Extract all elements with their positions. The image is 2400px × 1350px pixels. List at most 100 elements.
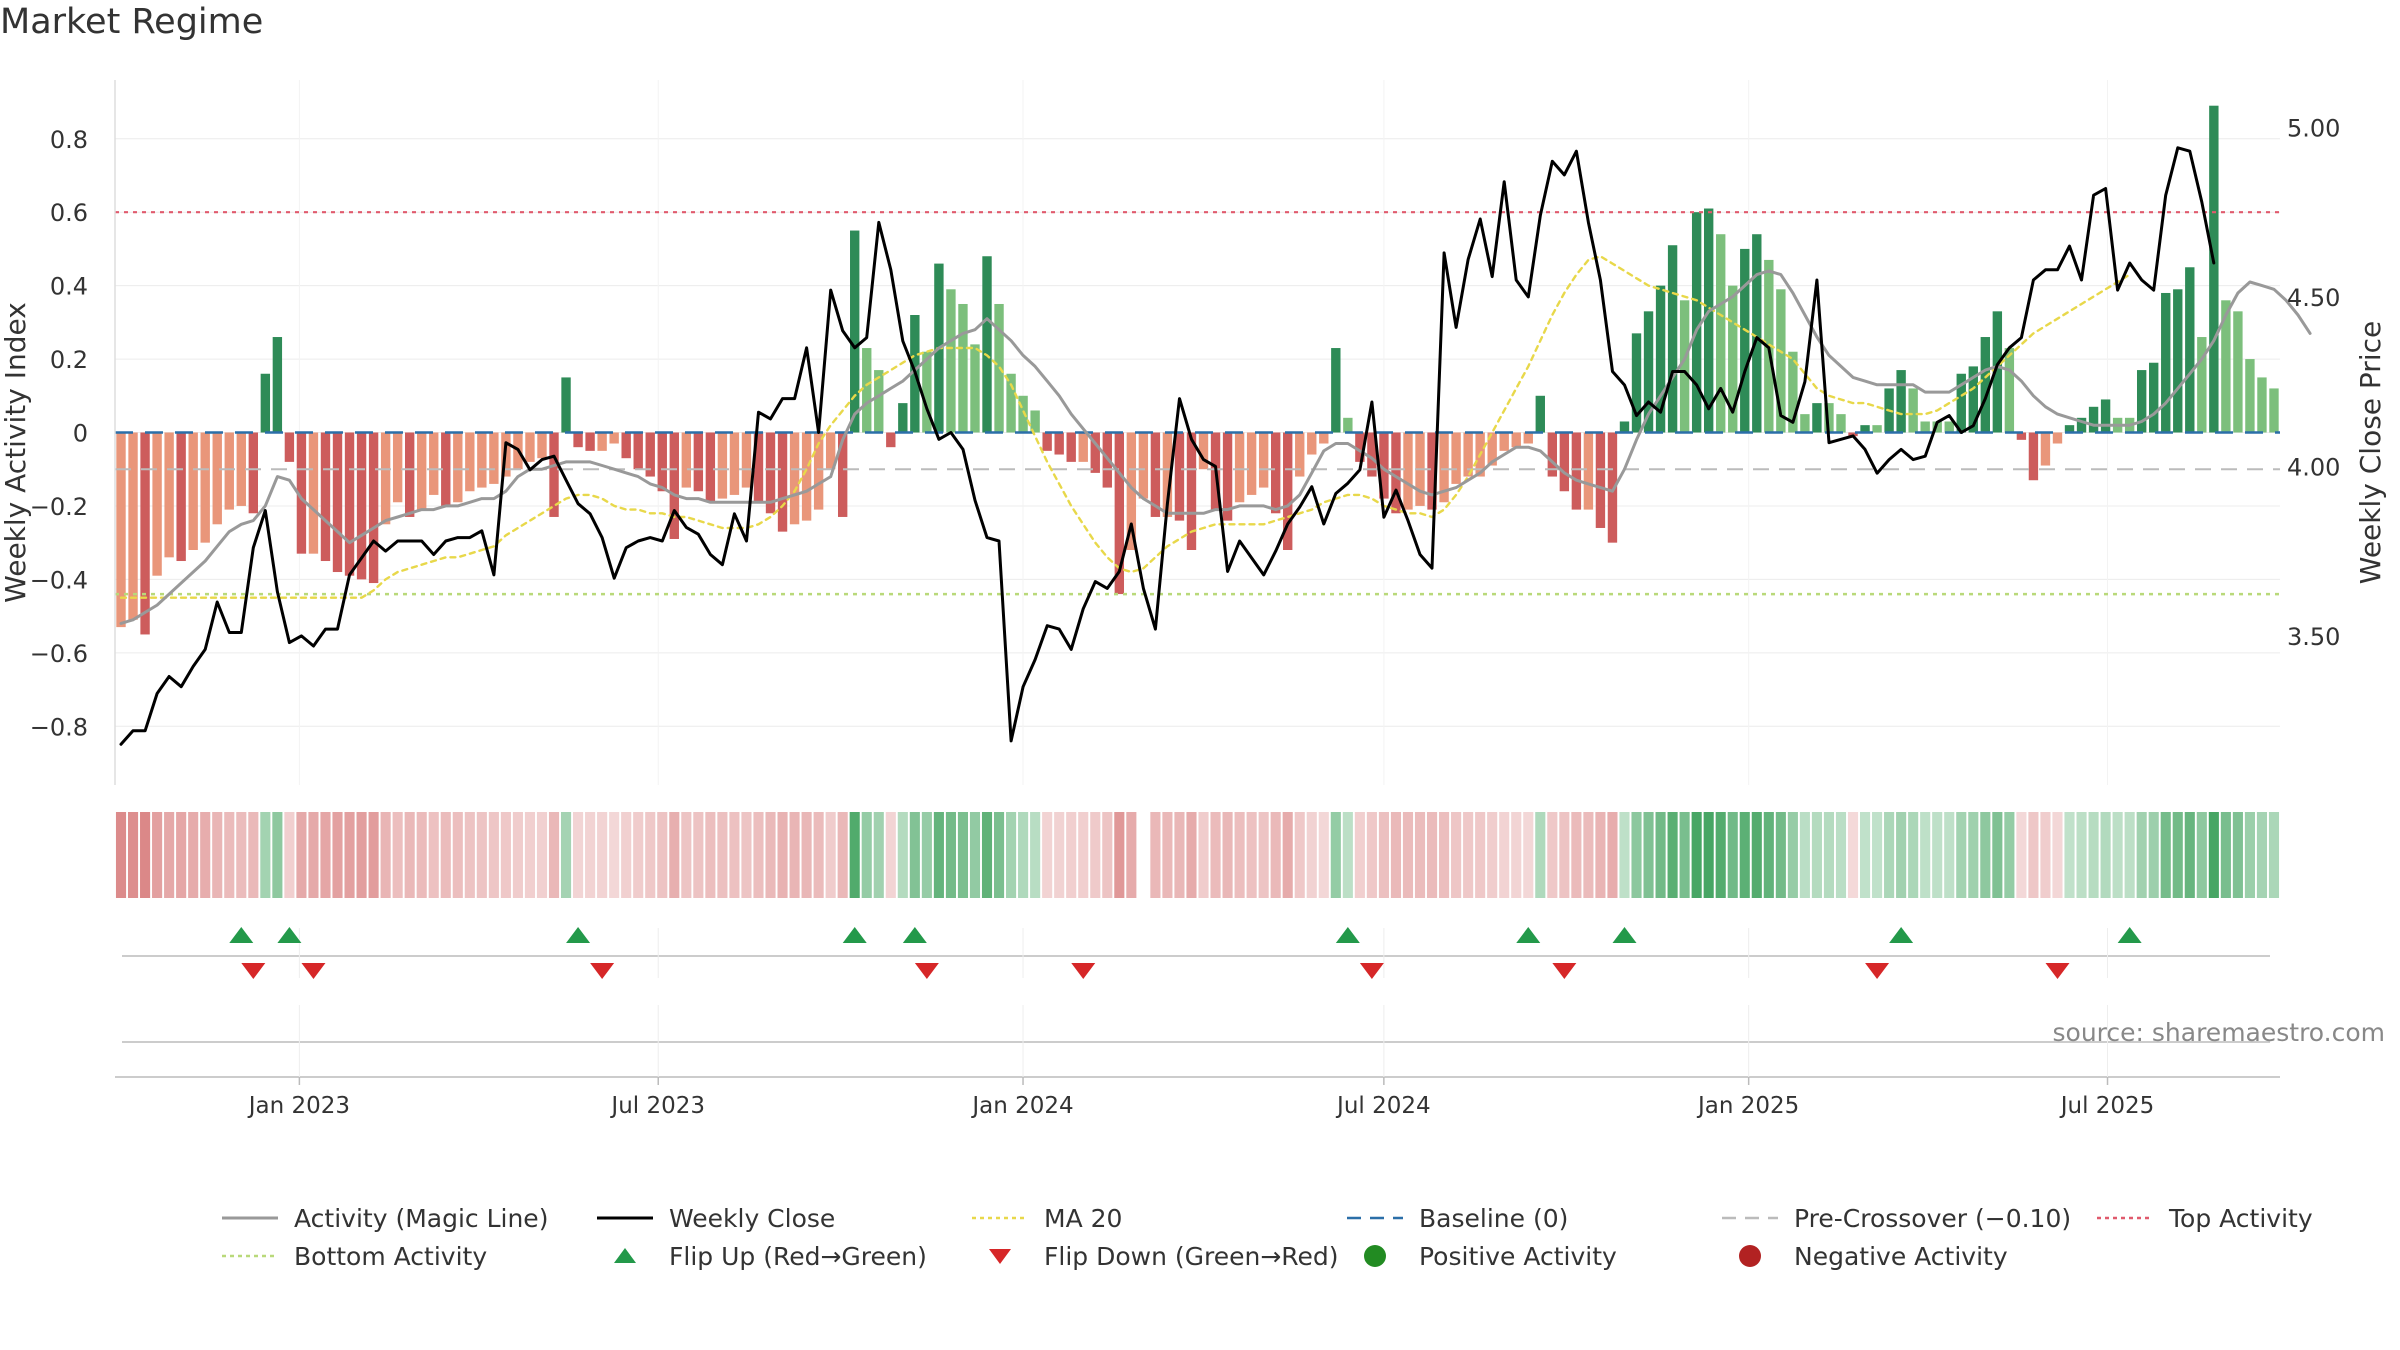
regime-cell [1102, 812, 1113, 898]
regime-cell [1607, 812, 1618, 898]
regime-cell [609, 812, 620, 898]
flip-down-marker [2045, 963, 2070, 979]
legend-label: Pre-Crossover (−0.10) [1794, 1203, 2072, 1233]
activity-bar [453, 432, 463, 503]
regime-cell [1583, 812, 1594, 898]
regime-cell [1859, 812, 1871, 898]
activity-bar [1944, 421, 1954, 433]
regime-cell [1475, 812, 1486, 898]
regime-cell [873, 812, 884, 898]
activity-bar [1379, 432, 1389, 499]
regime-cell [1595, 812, 1606, 898]
activity-bar [1198, 432, 1209, 470]
regime-cell [909, 812, 920, 898]
regime-cell [2124, 812, 2135, 898]
activity-bar [200, 432, 210, 543]
legend-swatch [1739, 1245, 1761, 1267]
y2-tick-label: 5.00 [2287, 114, 2340, 142]
y-tick-label: −0.6 [30, 640, 88, 668]
regime-cell [428, 812, 439, 898]
activity-bar [1283, 432, 1293, 550]
activity-bar [260, 373, 271, 433]
legend-label: Flip Up (Red→Green) [669, 1241, 927, 1271]
regime-cell [296, 812, 307, 898]
activity-bar [825, 432, 836, 470]
activity-bar [837, 432, 848, 517]
activity-bar [1800, 414, 1810, 433]
regime-cell [248, 812, 259, 898]
legend-item: Top Activity [2095, 1200, 2313, 1236]
regime-cell [284, 812, 295, 898]
activity-bar [573, 432, 583, 448]
regime-cell [1330, 812, 1341, 898]
regime-cell [669, 812, 680, 898]
activity-bar [537, 432, 547, 459]
x-tick-label: Jul 2023 [609, 1093, 705, 1119]
regime-cell [1270, 812, 1281, 898]
activity-bar [2004, 348, 2015, 433]
legend-item: Negative Activity [1720, 1238, 2008, 1274]
activity-bar [1631, 333, 1642, 433]
activity-bar [2173, 289, 2183, 433]
legend-item: Weekly Close [595, 1200, 835, 1236]
regime-cell [1390, 812, 1402, 898]
regime-cell [1667, 812, 1678, 898]
regime-cell [1402, 812, 1414, 898]
regime-cell [1835, 812, 1847, 898]
activity-bar [1824, 403, 1834, 433]
regime-cell [1944, 812, 1955, 898]
activity-bar [1403, 432, 1413, 510]
activity-bar [152, 432, 162, 576]
regime-cell [1426, 812, 1438, 898]
x-tick-label: Jan 2025 [1696, 1093, 1799, 1119]
regime-cell [1487, 812, 1498, 898]
regime-cell [488, 812, 499, 898]
activity-bar [1908, 388, 1918, 433]
activity-bar [489, 432, 499, 484]
activity-bar [429, 432, 439, 495]
activity-bar [2052, 432, 2063, 444]
legend-item: Activity (Magic Line) [220, 1200, 548, 1236]
activity-bar [561, 377, 571, 433]
regime-cell [1006, 812, 1017, 898]
y2-tick-label: 4.00 [2287, 453, 2340, 481]
activity-bar [1752, 234, 1762, 433]
regime-cell [933, 812, 944, 898]
activity-bar [657, 432, 667, 492]
activity-bar [284, 432, 295, 462]
flip-up-marker [2117, 927, 2142, 943]
activity-bar [669, 432, 679, 539]
activity-bar [1138, 432, 1149, 499]
activity-bar [1595, 432, 1606, 528]
regime-cell [2160, 812, 2171, 898]
regime-cell [2148, 812, 2159, 898]
regime-cell [633, 812, 644, 898]
activity-bar [164, 432, 174, 558]
regime-cell [1679, 812, 1690, 898]
regime-cell [1968, 812, 1979, 898]
regime-cell [1703, 812, 1714, 898]
regime-cell [368, 812, 379, 898]
regime-cell [1078, 812, 1089, 898]
activity-bar [1788, 351, 1798, 433]
y-tick-label: 0.2 [50, 346, 88, 374]
flip-down-marker [1071, 963, 1096, 979]
regime-cell [548, 812, 560, 898]
activity-bar [1162, 432, 1173, 517]
regime-cell [1306, 812, 1317, 898]
activity-bar [886, 432, 896, 448]
regime-cell [1354, 812, 1365, 898]
regime-cell [1920, 812, 1931, 898]
legend-label: Baseline (0) [1419, 1203, 1569, 1233]
x-tick-label: Jul 2025 [2059, 1093, 2155, 1119]
activity-bar [1872, 425, 1882, 433]
regime-cell [416, 812, 427, 898]
activity-bar [2100, 399, 2111, 433]
regime-cell [1018, 812, 1029, 898]
activity-bar [862, 348, 872, 433]
y-tick-label: −0.4 [30, 566, 88, 594]
legend-swatch [1347, 1216, 1403, 1220]
regime-cell [1535, 812, 1546, 898]
regime-cell [2004, 812, 2015, 898]
regime-cell [849, 812, 860, 898]
